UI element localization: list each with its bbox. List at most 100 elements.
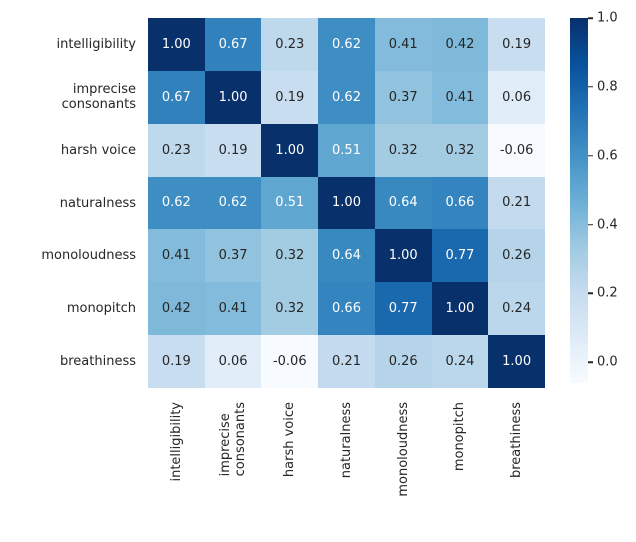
cell-value: 0.41 (218, 301, 248, 317)
colorbar-gradient (570, 18, 588, 383)
cell-value: 1.00 (332, 195, 361, 211)
colorbar-tick-label: 0.2 (597, 285, 618, 301)
heatmap-cell: 0.26 (488, 229, 545, 283)
cell-value: 0.51 (332, 142, 361, 158)
heatmap-cell: 0.06 (204, 335, 262, 388)
cell-value: 1.00 (502, 354, 532, 370)
cell-value: 0.32 (388, 142, 418, 158)
cell-value: 0.06 (502, 89, 532, 105)
heatmap-cell: 0.23 (148, 123, 205, 177)
heatmap-cell: 1.00 (488, 335, 545, 388)
cell-value: 0.64 (388, 195, 418, 211)
heatmap-cell: 0.32 (261, 229, 319, 283)
cell-value: 0.62 (218, 195, 248, 211)
colorbar-tick-label: 0.8 (597, 79, 618, 95)
heatmap-cell: 0.37 (374, 70, 432, 124)
x-tick-label: naturalness (339, 402, 355, 479)
cell-value: 0.41 (445, 89, 475, 105)
heatmap-cell: 0.32 (261, 282, 319, 336)
cell-value: 1.00 (445, 301, 475, 317)
heatmap-cell: 1.00 (374, 229, 432, 283)
cell-value: 0.23 (161, 142, 191, 158)
cell-value: 0.66 (332, 301, 361, 317)
heatmap-cell: 0.64 (374, 176, 432, 230)
cell-value: 0.37 (388, 89, 418, 105)
cell-value: 0.32 (445, 142, 475, 158)
heatmap-cell: 0.66 (318, 282, 375, 336)
heatmap-cell: 0.41 (374, 18, 432, 71)
heatmap-cell: 0.67 (204, 18, 262, 71)
cell-value: 0.77 (388, 301, 418, 317)
heatmap-cell: 0.19 (261, 70, 319, 124)
heatmap-cell: 0.67 (148, 70, 205, 124)
heatmap-cell: 0.41 (148, 229, 205, 283)
heatmap-cell: 0.06 (488, 70, 545, 124)
heatmap-cell: 0.23 (261, 18, 319, 71)
heatmap-cell: 0.21 (488, 176, 545, 230)
cell-value: 0.32 (275, 301, 305, 317)
cell-value: 1.00 (388, 248, 418, 264)
cell-value: -0.06 (499, 142, 534, 158)
heatmap-cell: 0.32 (431, 123, 489, 177)
heatmap-cell: 0.66 (431, 176, 489, 230)
cell-value: 0.51 (275, 195, 305, 211)
colorbar-tick-label: 1.0 (597, 10, 618, 26)
heatmap-cell: 0.32 (374, 123, 432, 177)
cell-value: 0.19 (502, 36, 532, 52)
colorbar-tick-label: 0.6 (597, 148, 618, 164)
cell-value: 0.24 (445, 354, 475, 370)
heatmap-cell: 0.19 (204, 123, 262, 177)
heatmap-cell: 0.37 (204, 229, 262, 283)
heatmap-cell: 0.19 (488, 18, 545, 71)
x-tick-cell: imprecise consonants (205, 402, 262, 534)
heatmap-cell: 0.62 (318, 70, 375, 124)
x-tick-label: monoloudness (395, 402, 411, 497)
cell-value: 0.42 (161, 301, 191, 317)
y-tick-label: intelligibility (56, 36, 136, 52)
x-tick-label: intelligibility (168, 402, 184, 482)
heatmap-grid: 1.00 0.67 0.23 0.62 0.41 0.42 0.19 0.67 1.00 0.19… (148, 18, 545, 388)
y-axis-labels: intelligibility imprecise consonants harsh… (0, 18, 148, 388)
cell-value: 0.77 (445, 248, 475, 264)
cell-value: 1.00 (218, 89, 248, 105)
heatmap-cell: 1.00 (204, 70, 262, 124)
y-tick-label: breathiness (59, 354, 136, 370)
heatmap-cell: 0.21 (318, 335, 375, 388)
heatmap-cell: 1.00 (431, 282, 489, 336)
cell-value: 0.67 (161, 89, 191, 105)
heatmap-cell: 0.62 (148, 176, 205, 230)
heatmap-cell: 0.51 (318, 123, 375, 177)
heatmap-cell: 0.42 (431, 18, 489, 71)
cell-value: 0.21 (332, 354, 361, 370)
colorbar-tick (588, 292, 593, 295)
colorbar-tick (588, 154, 593, 157)
y-tick-label: monoloudness (41, 248, 136, 264)
cell-value: 0.62 (161, 195, 191, 211)
heatmap-cell: 0.41 (204, 282, 262, 336)
cell-value: 1.00 (161, 36, 191, 52)
cell-value: 0.62 (332, 89, 361, 105)
cell-value: 0.19 (218, 142, 248, 158)
heatmap-cell: 0.26 (374, 335, 432, 388)
cell-value: -0.06 (272, 354, 307, 370)
colorbar: 1.0 0.8 0.6 0.4 0.2 0.0 (570, 12, 636, 383)
colorbar-tick (588, 17, 593, 19)
heatmap-cell: 1.00 (261, 123, 319, 177)
x-tick-label: monopitch (452, 402, 468, 472)
cell-value: 0.41 (161, 248, 191, 264)
x-tick-cell: naturalness (318, 402, 375, 534)
heatmap-cell: 0.24 (488, 282, 545, 336)
y-tick-label: harsh voice (60, 142, 136, 158)
x-axis-labels: intelligibility imprecise consonants harsh… (148, 402, 545, 534)
heatmap-cell: 0.77 (374, 282, 432, 336)
heatmap-cell: -0.06 (261, 335, 319, 388)
cell-value: 0.26 (502, 248, 532, 264)
colorbar-tick-label: 0.0 (597, 354, 618, 370)
cell-value: 0.64 (332, 248, 361, 264)
heatmap-cell: -0.06 (488, 123, 545, 177)
cell-value: 0.26 (388, 354, 418, 370)
colorbar-tick (588, 223, 593, 226)
heatmap-cell: 0.62 (318, 18, 375, 71)
x-tick-cell: harsh voice (261, 402, 318, 534)
